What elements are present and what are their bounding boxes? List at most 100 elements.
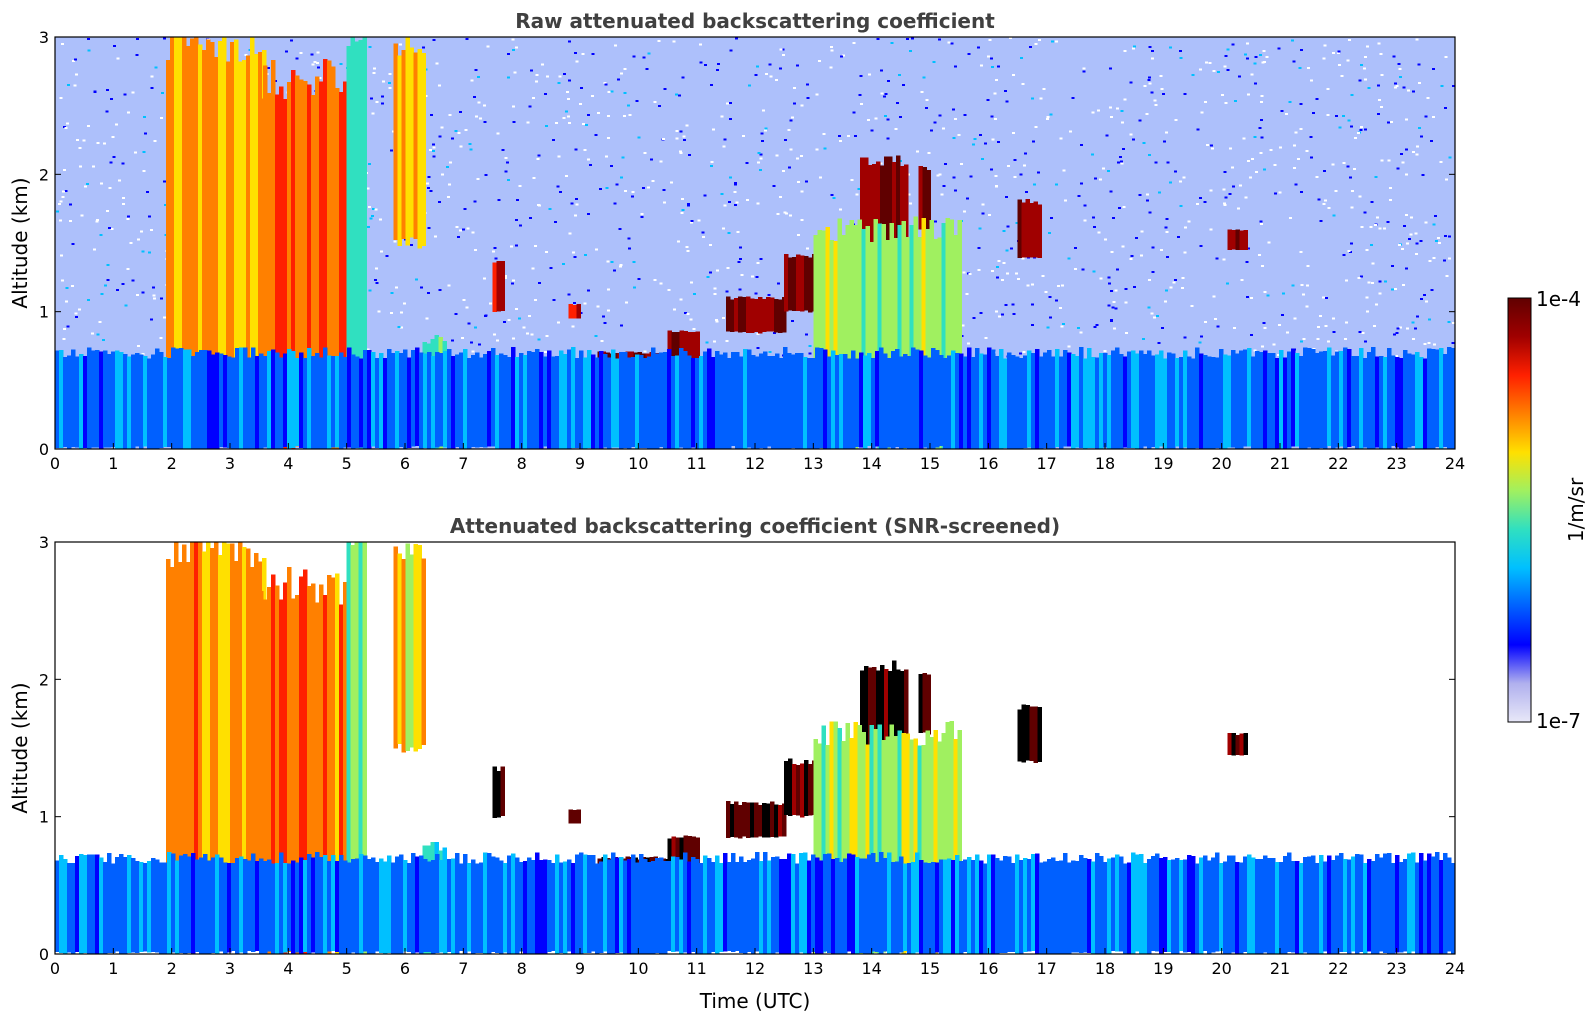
noise-speck xyxy=(1396,167,1400,170)
boundary_layer-mark-16 xyxy=(199,350,204,449)
boundary_layer-mark-16 xyxy=(747,349,752,448)
noise-speck xyxy=(106,278,110,281)
noise-speck xyxy=(1195,203,1199,206)
boundary_layer-mark-16 xyxy=(275,352,280,449)
y-tick-label: 0 xyxy=(39,945,49,964)
boundary_layer-mark-16 xyxy=(799,853,804,953)
boundary_layer-mark-16 xyxy=(203,854,208,954)
boundary_layer-mark-16 xyxy=(195,351,200,449)
noise-speck xyxy=(1109,190,1113,193)
boundary_layer-mark-16 xyxy=(647,356,652,449)
noise-speck xyxy=(1278,191,1282,194)
boundary_layer-mark-16 xyxy=(635,862,640,954)
noise-speck xyxy=(1176,236,1180,238)
noise-speck xyxy=(759,157,763,160)
noise-speck xyxy=(1411,151,1415,154)
noise-speck xyxy=(603,82,607,85)
x-tick-label: 19 xyxy=(1153,454,1173,473)
cloud-mark-6 xyxy=(683,835,688,866)
noise-speck xyxy=(1445,178,1449,181)
noise-speck xyxy=(438,135,442,138)
boundary_layer-mark-16 xyxy=(443,351,448,448)
noise-speck xyxy=(435,62,439,65)
noise-speck xyxy=(581,52,585,55)
cloud-mark-7 xyxy=(737,296,743,333)
boundary_layer-mark-16 xyxy=(391,862,396,954)
boundary_layer-mark-16 xyxy=(71,349,76,447)
noise-speck xyxy=(427,227,431,229)
noise-speck xyxy=(507,76,511,79)
noise-speck xyxy=(690,281,693,284)
cloud-mark-9 xyxy=(868,165,873,259)
boundary_layer-mark-16 xyxy=(1003,358,1008,449)
noise-speck xyxy=(371,112,375,115)
noise-speck xyxy=(1222,188,1226,191)
x-tick-label: 21 xyxy=(1270,454,1290,473)
boundary_layer-mark-16 xyxy=(247,860,252,952)
cloud-mark-10 xyxy=(922,672,927,733)
noise-speck xyxy=(1395,84,1399,87)
noise-speck xyxy=(310,53,314,56)
boundary_layer-mark-16 xyxy=(1383,357,1388,449)
boundary_layer-mark-16 xyxy=(1015,356,1020,449)
boundary_layer-mark-16 xyxy=(431,356,436,449)
boundary_layer-mark-16 xyxy=(971,859,976,954)
noise-speck xyxy=(504,170,508,173)
panel-screened-x-ticks: 0 1 2 3 4 5 6 7 8 9 10 11 12 13 14 15 16 17 18 19 20 21 22 23 24 xyxy=(50,948,1465,978)
noise-speck xyxy=(1292,60,1296,63)
noise-speck xyxy=(61,196,65,199)
x-tick-label: 15 xyxy=(920,959,940,978)
cloud-mark-11 xyxy=(1017,199,1022,259)
boundary_layer-mark-16 xyxy=(1195,347,1200,448)
boundary_layer-mark-16 xyxy=(1207,860,1212,954)
noise-speck xyxy=(1367,281,1371,284)
plume-mark-3 xyxy=(354,41,360,438)
noise-speck xyxy=(1376,216,1380,219)
noise-speck xyxy=(447,196,451,199)
noise-speck xyxy=(1392,55,1396,58)
boundary_layer-mark-16 xyxy=(1331,859,1336,954)
noise-speck xyxy=(575,60,579,63)
noise-speck xyxy=(1315,98,1319,101)
noise-speck xyxy=(1452,85,1455,88)
noise-speck xyxy=(1231,185,1235,188)
noise-speck xyxy=(704,64,708,66)
boundary_layer-mark-16 xyxy=(1091,861,1096,954)
noise-speck xyxy=(584,124,588,127)
noise-speck xyxy=(986,98,990,101)
noise-speck xyxy=(370,214,374,217)
noise-speck xyxy=(1297,157,1301,160)
noise-speck xyxy=(916,150,920,153)
noise-speck xyxy=(1204,61,1208,64)
noise-speck xyxy=(557,155,561,158)
plume-mark-15 xyxy=(849,738,854,949)
noise-speck xyxy=(1097,231,1101,234)
boundary_layer-mark-16 xyxy=(1243,856,1248,952)
noise-speck xyxy=(1224,102,1228,105)
cloud-mark-11 xyxy=(1037,204,1042,259)
cloud-mark-11 xyxy=(1025,704,1030,761)
noise-speck xyxy=(527,315,531,317)
boundary_layer-mark-16 xyxy=(667,348,672,449)
noise-speck xyxy=(446,166,449,168)
noise-speck xyxy=(1324,325,1328,328)
noise-speck xyxy=(738,288,742,291)
cloud-mark-9 xyxy=(892,660,897,762)
cloud-mark-8 xyxy=(784,254,789,312)
noise-speck xyxy=(1360,125,1364,128)
boundary_layer-mark-16 xyxy=(423,353,428,448)
noise-speck xyxy=(1107,170,1111,173)
noise-speck xyxy=(1222,258,1226,261)
noise-speck xyxy=(768,63,772,66)
cloud-mark-12 xyxy=(1235,734,1240,756)
boundary_layer-mark-16 xyxy=(507,855,512,954)
boundary_layer-mark-16 xyxy=(883,353,888,449)
boundary_layer-mark-16 xyxy=(1255,858,1260,954)
noise-speck xyxy=(1179,50,1183,53)
boundary_layer-mark-16 xyxy=(1039,356,1044,449)
noise-speck xyxy=(142,169,146,172)
noise-speck xyxy=(110,98,114,100)
noise-speck xyxy=(141,250,145,253)
boundary_layer-mark-16 xyxy=(1047,350,1052,449)
noise-speck xyxy=(465,306,469,309)
